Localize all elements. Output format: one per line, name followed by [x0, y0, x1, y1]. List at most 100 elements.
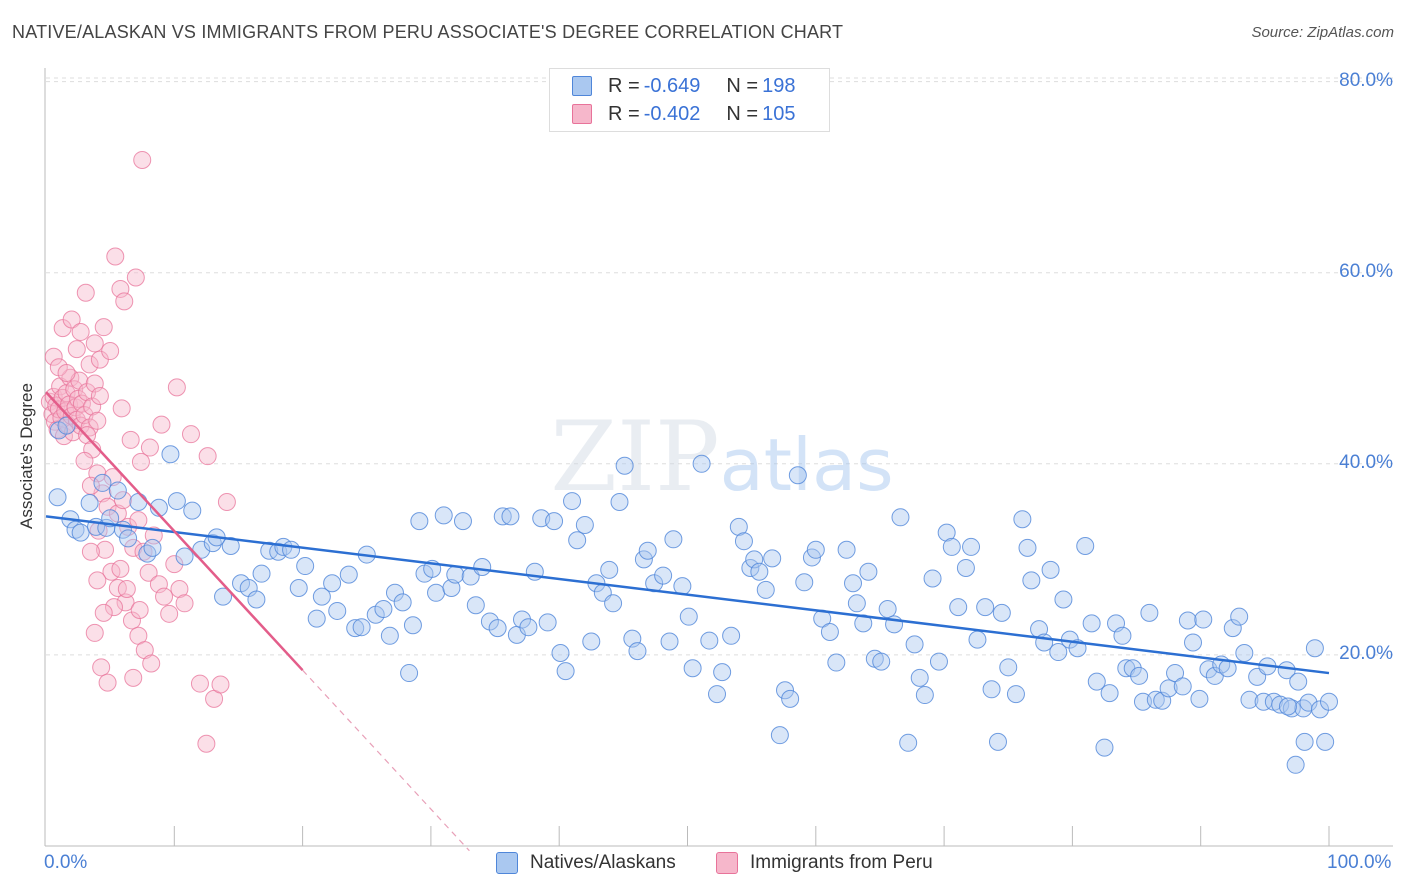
pink-point	[167, 378, 186, 397]
pink-point	[113, 491, 132, 510]
blue-point	[795, 573, 814, 592]
blue-point	[307, 609, 326, 628]
blue-point	[568, 531, 587, 550]
pink-point	[92, 658, 111, 677]
pink-point	[80, 355, 99, 374]
r-label: R =	[608, 74, 640, 97]
blue-point	[493, 507, 512, 526]
blue-point	[1305, 639, 1324, 658]
blue-point	[446, 565, 465, 584]
blue-point	[143, 538, 162, 557]
stats-box: R = -0.649 N = 198 R = -0.402 N = 105	[549, 68, 830, 132]
blue-point	[729, 517, 748, 536]
pink-point	[115, 292, 134, 311]
blue-point	[788, 466, 807, 485]
pink-point	[85, 334, 104, 353]
blue-point	[610, 493, 629, 512]
blue-point	[374, 600, 393, 619]
pink-point	[131, 452, 150, 471]
blue-point	[556, 662, 575, 681]
blue-point	[806, 540, 825, 559]
blue-point	[654, 566, 673, 585]
blue-point	[741, 558, 760, 577]
pink-point	[142, 654, 161, 673]
blue-point	[214, 587, 233, 606]
blue-point	[1271, 695, 1290, 714]
pink-point	[197, 734, 216, 753]
pink-trend-line	[45, 391, 304, 672]
pink-point	[83, 397, 102, 416]
pink-point	[72, 394, 91, 413]
pink-point	[76, 283, 95, 302]
x-tick-label-min: 0.0%	[44, 852, 88, 873]
blue-point	[80, 493, 99, 512]
pink-point	[88, 571, 107, 590]
blue-point	[473, 557, 492, 576]
blue-point	[385, 583, 404, 602]
blue-point	[708, 685, 727, 704]
pink-trend-extension	[302, 669, 470, 852]
blue-trend-line	[45, 515, 1330, 675]
blue-point	[480, 612, 499, 631]
pink-point	[117, 579, 136, 598]
legend-pink-label: Immigrants from Peru	[750, 852, 933, 873]
pink-point	[54, 427, 73, 446]
blue-point	[628, 642, 647, 661]
blue-point	[1190, 689, 1209, 708]
blue-point	[776, 681, 795, 700]
blue-point	[929, 652, 948, 671]
blue-point	[1146, 690, 1165, 709]
blue-point	[679, 607, 698, 626]
blue-point	[282, 540, 301, 559]
blue-point	[403, 616, 422, 635]
blue-point	[1140, 603, 1159, 622]
pink-point	[130, 600, 149, 619]
y-tick-label: 40.0%	[1339, 451, 1393, 473]
blue-point	[1022, 571, 1041, 590]
blue-point	[1013, 510, 1032, 529]
pink-point	[101, 342, 120, 361]
pink-point	[94, 603, 113, 622]
pink-r-value: -0.402	[643, 102, 701, 125]
blue-point	[48, 488, 67, 507]
pink-point	[160, 604, 179, 623]
blue-point	[878, 600, 897, 619]
pink-point	[155, 587, 174, 606]
blue-point	[175, 547, 194, 566]
blue-point	[600, 560, 619, 579]
pink-point	[81, 542, 100, 561]
blue-point	[683, 659, 702, 678]
pink-point	[165, 555, 184, 574]
pink-point	[211, 675, 230, 694]
pink-point	[67, 340, 86, 359]
blue-point	[466, 596, 485, 615]
blue-point	[722, 626, 741, 645]
blue-point	[1223, 619, 1242, 638]
pink-point	[106, 247, 125, 266]
blue-point	[1006, 685, 1025, 704]
blue-point	[129, 493, 148, 512]
blue-point	[328, 601, 347, 620]
blue-point	[563, 492, 582, 511]
y-tick-label: 60.0%	[1339, 260, 1393, 282]
blue-point	[949, 598, 968, 617]
blue-point	[962, 537, 981, 556]
blue-point	[915, 686, 934, 705]
blue-point	[713, 663, 732, 682]
blue-point	[942, 537, 961, 556]
blue-point	[1087, 672, 1106, 691]
blue-point	[1178, 611, 1197, 630]
blue-point	[352, 618, 371, 637]
blue-point	[488, 619, 507, 638]
blue-point	[66, 520, 85, 539]
blue-point	[1230, 607, 1249, 626]
pink-point	[126, 268, 145, 287]
blue-point	[410, 512, 429, 531]
blue-point	[1240, 690, 1259, 709]
blue-point	[538, 613, 557, 632]
blue-point	[400, 664, 419, 683]
pink-point	[116, 593, 135, 612]
blue-point	[692, 454, 711, 473]
blue-point	[976, 598, 995, 617]
